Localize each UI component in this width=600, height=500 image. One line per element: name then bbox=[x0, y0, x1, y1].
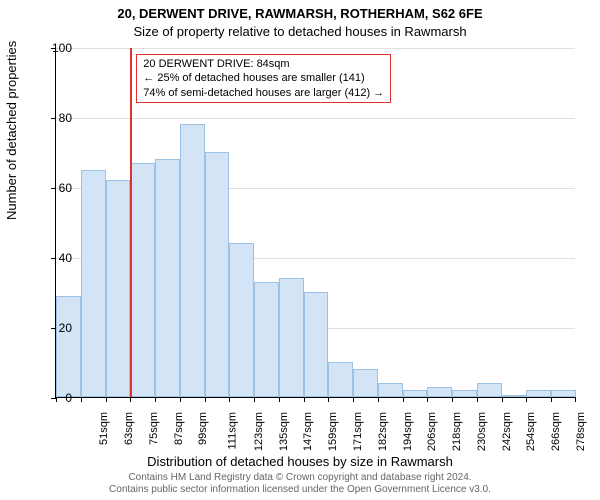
footer-line-2: Contains public sector information licen… bbox=[0, 484, 600, 496]
x-tick-mark bbox=[378, 397, 379, 402]
x-tick-mark bbox=[477, 397, 478, 402]
x-tick-label: 75sqm bbox=[148, 412, 160, 445]
x-tick-mark bbox=[81, 397, 82, 402]
footer-attribution: Contains HM Land Registry data © Crown c… bbox=[0, 472, 600, 496]
x-tick-label: 182sqm bbox=[377, 412, 389, 451]
chart-container: 20, DERWENT DRIVE, RAWMARSH, ROTHERHAM, … bbox=[0, 0, 600, 500]
histogram-bar bbox=[328, 362, 353, 397]
y-tick-label: 80 bbox=[32, 111, 72, 125]
histogram-bar bbox=[180, 124, 205, 397]
y-tick-label: 60 bbox=[32, 181, 72, 195]
x-tick-label: 230sqm bbox=[476, 412, 488, 451]
x-tick-mark bbox=[403, 397, 404, 402]
x-tick-mark bbox=[130, 397, 131, 402]
histogram-bar bbox=[403, 390, 428, 397]
x-tick-label: 147sqm bbox=[303, 412, 315, 451]
reference-line bbox=[130, 48, 132, 397]
grid-line bbox=[56, 118, 575, 119]
annotation-box: 20 DERWENT DRIVE: 84sqm ← 25% of detache… bbox=[136, 54, 391, 103]
histogram-bar bbox=[155, 159, 180, 397]
x-tick-mark bbox=[229, 397, 230, 402]
x-tick-mark bbox=[279, 397, 280, 402]
x-tick-mark bbox=[155, 397, 156, 402]
histogram-bar bbox=[502, 395, 527, 397]
x-tick-mark bbox=[427, 397, 428, 402]
histogram-bar bbox=[427, 387, 452, 398]
x-tick-mark bbox=[328, 397, 329, 402]
x-tick-mark bbox=[452, 397, 453, 402]
chart-title-address: 20, DERWENT DRIVE, RAWMARSH, ROTHERHAM, … bbox=[0, 6, 600, 21]
y-tick-label: 40 bbox=[32, 251, 72, 265]
histogram-bar bbox=[378, 383, 403, 397]
x-tick-label: 206sqm bbox=[426, 412, 438, 451]
x-tick-label: 111sqm bbox=[227, 412, 239, 450]
x-tick-mark bbox=[502, 397, 503, 402]
x-tick-label: 87sqm bbox=[173, 412, 185, 445]
x-tick-label: 123sqm bbox=[253, 412, 265, 451]
annotation-line-2: ← 25% of detached houses are smaller (14… bbox=[143, 71, 384, 85]
histogram-bar bbox=[81, 170, 106, 398]
y-tick-label: 0 bbox=[32, 391, 72, 405]
x-tick-mark bbox=[205, 397, 206, 402]
histogram-bar bbox=[353, 369, 378, 397]
histogram-bar bbox=[279, 278, 304, 397]
x-tick-mark bbox=[304, 397, 305, 402]
x-tick-mark bbox=[575, 397, 576, 402]
x-tick-label: 171sqm bbox=[352, 412, 364, 451]
x-tick-label: 194sqm bbox=[402, 412, 414, 451]
histogram-bar bbox=[56, 296, 81, 398]
x-tick-mark bbox=[180, 397, 181, 402]
plot-area: 20 DERWENT DRIVE: 84sqm ← 25% of detache… bbox=[55, 48, 575, 398]
annotation-line-1: 20 DERWENT DRIVE: 84sqm bbox=[143, 57, 384, 71]
x-tick-label: 135sqm bbox=[278, 412, 290, 451]
histogram-bar bbox=[526, 390, 551, 397]
x-tick-label: 99sqm bbox=[197, 412, 209, 445]
x-tick-label: 266sqm bbox=[550, 412, 562, 451]
y-tick-label: 100 bbox=[32, 41, 72, 55]
histogram-bar bbox=[477, 383, 502, 397]
histogram-bar bbox=[254, 282, 279, 398]
histogram-bar bbox=[205, 152, 230, 397]
histogram-bar bbox=[551, 390, 576, 397]
x-tick-mark bbox=[106, 397, 107, 402]
x-tick-mark bbox=[551, 397, 552, 402]
x-tick-label: 159sqm bbox=[327, 412, 339, 451]
x-tick-label: 254sqm bbox=[525, 412, 537, 451]
x-tick-mark bbox=[254, 397, 255, 402]
x-tick-label: 278sqm bbox=[575, 412, 587, 451]
histogram-bar bbox=[229, 243, 254, 397]
footer-line-1: Contains HM Land Registry data © Crown c… bbox=[0, 472, 600, 484]
x-tick-label: 63sqm bbox=[123, 412, 135, 445]
x-axis-label: Distribution of detached houses by size … bbox=[0, 454, 600, 469]
chart-title-desc: Size of property relative to detached ho… bbox=[0, 24, 600, 39]
histogram-bar bbox=[130, 163, 155, 398]
histogram-bar bbox=[452, 390, 477, 397]
y-axis-label: Number of detached properties bbox=[4, 41, 19, 220]
x-tick-label: 51sqm bbox=[98, 412, 110, 445]
x-tick-label: 218sqm bbox=[451, 412, 463, 451]
histogram-bar bbox=[106, 180, 131, 397]
annotation-line-3: 74% of semi-detached houses are larger (… bbox=[143, 86, 384, 100]
x-tick-mark bbox=[353, 397, 354, 402]
x-tick-label: 242sqm bbox=[501, 412, 513, 451]
y-tick-label: 20 bbox=[32, 321, 72, 335]
grid-line bbox=[56, 48, 575, 49]
histogram-bar bbox=[304, 292, 329, 397]
x-tick-mark bbox=[526, 397, 527, 402]
